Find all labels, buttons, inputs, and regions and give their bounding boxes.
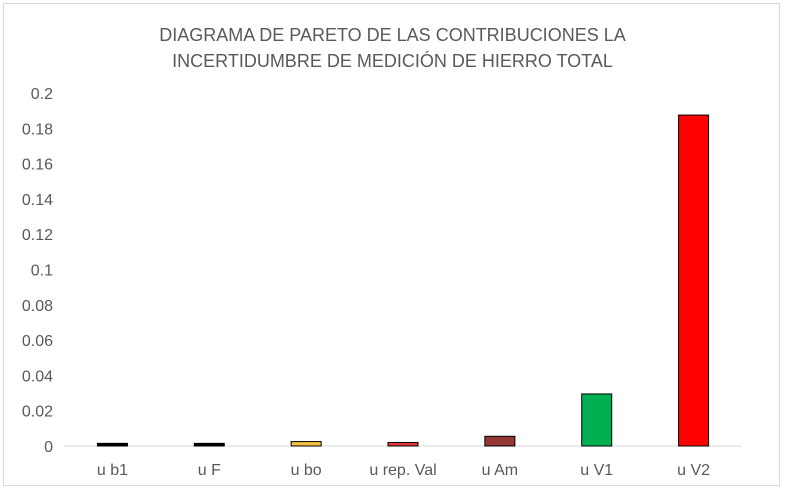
y-tick-label: 0.2	[31, 86, 53, 103]
y-tick-label: 0.02	[22, 404, 53, 421]
x-tick-label: u bo	[291, 462, 322, 479]
y-tick-label: 0.16	[22, 157, 53, 174]
y-tick-label: 0.18	[22, 121, 53, 138]
bar-u-v2	[678, 114, 710, 447]
x-tick-label: u b1	[97, 462, 128, 479]
bar-u-b1	[96, 442, 128, 447]
y-tick-label: 0	[44, 439, 53, 456]
x-axis-labels: u b1 u F u bo u rep. Val u Am u V1 u V2	[97, 462, 710, 479]
x-tick-label: u F	[198, 462, 221, 479]
chart-title: DIAGRAMA DE PARETO DE LAS CONTRIBUCIONES…	[0, 22, 785, 74]
bar-u-bo	[290, 441, 322, 447]
chart-title-line-1: DIAGRAMA DE PARETO DE LAS CONTRIBUCIONES…	[159, 25, 626, 45]
x-tick-label: u V2	[677, 462, 710, 479]
y-tick-label: 0.08	[22, 298, 53, 315]
bar-u-v1	[581, 393, 613, 447]
chart-frame	[3, 3, 780, 486]
y-tick-label: 0.04	[22, 368, 53, 385]
y-tick-label: 0.14	[22, 192, 53, 209]
bars	[96, 114, 710, 447]
y-axis-ticks: 0 0.02 0.04 0.06 0.08 0.1 0.12 0.14 0.16 0.18 0.2	[22, 86, 53, 456]
y-tick-label: 0.1	[31, 263, 53, 280]
bar-u-f	[193, 442, 225, 447]
y-tick-label: 0.06	[22, 333, 53, 350]
bar-u-am	[484, 435, 516, 447]
y-tick-label: 0.12	[22, 227, 53, 244]
bar-u-rep-val	[387, 441, 419, 447]
chart-title-line-2: INCERTIDUMBRE DE MEDICIÓN DE HIERRO TOTA…	[172, 51, 613, 71]
x-tick-label: u rep. Val	[369, 462, 436, 479]
x-tick-label: u V1	[580, 462, 613, 479]
x-tick-label: u Am	[482, 462, 518, 479]
